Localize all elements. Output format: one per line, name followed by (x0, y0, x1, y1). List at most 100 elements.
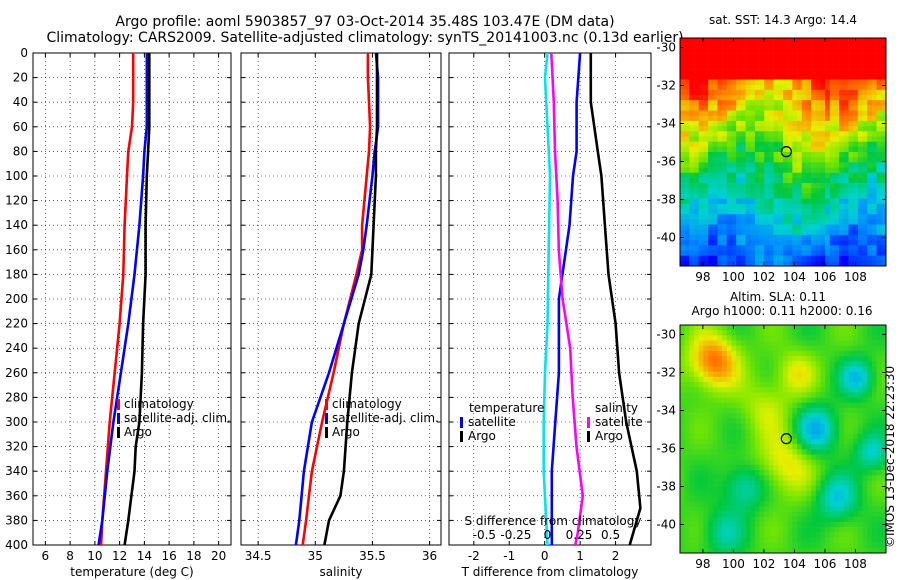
s-tick-label: -0.5 (473, 528, 496, 542)
legend-swatch (460, 431, 463, 442)
x-axis-label: temperature (deg C) (70, 565, 193, 579)
legend-title-temperature: temperature (469, 401, 544, 415)
depth-tick-label: 400 (5, 538, 28, 552)
lat-tick-label: -38 (656, 480, 676, 494)
legend-swatch (325, 427, 328, 438)
s-tick-label: 0 (544, 528, 552, 542)
title-line-2: Climatology: CARS2009. Satellite-adjuste… (46, 30, 683, 46)
argo-position-marker (780, 433, 792, 445)
x-tick-label: 10 (87, 549, 102, 563)
temperature-panel: 0 20 40 60 80 100 120 140 160 180 200 220 240 260 280 3… (5, 46, 232, 579)
legend-label: climatology (124, 397, 194, 411)
sst-map-title: sat. SST: 14.3 Argo: 14.4 (709, 13, 857, 27)
map-frame (679, 37, 887, 267)
depth-tick-label: 340 (5, 464, 28, 478)
x-tick-label: -1 (503, 549, 515, 563)
legend-label: Argo (468, 429, 496, 443)
sla-map-title-2: Argo h1000: 0.11 h2000: 0.16 (692, 304, 873, 318)
lon-tick-label: 98 (695, 270, 710, 284)
depth-tick-label: 60 (13, 120, 28, 134)
x-tick-label: 35 (308, 549, 323, 563)
legend-swatch (117, 413, 120, 424)
series-line-argo (123, 53, 151, 546)
s-tick-label: 0.5 (601, 528, 620, 542)
depth-tick-label: 100 (5, 169, 28, 183)
series-line-s-argo (542, 52, 552, 546)
legend-label: Argo (595, 429, 623, 443)
x-tick-label: 8 (66, 549, 74, 563)
x-tick-label: 16 (161, 549, 176, 563)
lon-tick-label: 102 (752, 557, 775, 571)
legend-label: satellite (468, 415, 516, 429)
sla-map-title-1: Altim. SLA: 0.11 (730, 290, 826, 304)
lat-tick-label: -36 (656, 442, 676, 456)
legend-label: climatology (332, 397, 402, 411)
lat-tick-label: -30 (656, 328, 676, 342)
lat-tick-label: -40 (656, 518, 676, 532)
s-tick-label: -0.25 (500, 528, 531, 542)
x-tick-label: 6 (42, 549, 50, 563)
legend-swatch (117, 399, 120, 410)
x-tick-label: 35.5 (359, 549, 386, 563)
lon-tick-label: 104 (783, 557, 806, 571)
legend-swatch (587, 431, 590, 442)
legend-swatch (587, 417, 590, 428)
salinity-panel: 34.5 35 35.5 36 salinity climatologysatellite… (240, 52, 442, 579)
series-line-argo (323, 53, 379, 546)
lat-tick-label: -38 (656, 193, 676, 207)
x-tick-label: 36 (422, 549, 437, 563)
x-tick-label: 18 (186, 549, 201, 563)
argo-position-marker (780, 146, 792, 158)
series-line-s-satellite (550, 52, 585, 546)
legend-title-salinity: salinity (595, 401, 638, 415)
lat-tick-label: -34 (656, 117, 676, 131)
legend-swatch (325, 399, 328, 410)
lat-tick-label: -32 (656, 366, 676, 380)
map-raster (680, 38, 887, 267)
lon-tick-label: 104 (783, 270, 806, 284)
depth-tick-label: 280 (5, 390, 28, 404)
x-tick-label: 1 (576, 549, 584, 563)
lon-tick-label: 102 (752, 270, 775, 284)
legend-label: satellite-adj. clim. (124, 411, 231, 425)
lon-tick-label: 106 (814, 270, 837, 284)
x-tick-label: 12 (112, 549, 127, 563)
depth-tick-label: 80 (13, 144, 28, 158)
depth-tick-label: 220 (5, 317, 28, 331)
depth-tick-label: 40 (13, 95, 28, 109)
sst-map: -30 -32 -34 -36 -38 -40 98 100 102 104 106 108 (656, 37, 887, 284)
depth-tick-label: 200 (5, 292, 28, 306)
lat-tick-label: -36 (656, 155, 676, 169)
map-raster (680, 325, 887, 554)
x-tick-label: 14 (137, 549, 152, 563)
depth-tick-label: 260 (5, 366, 28, 380)
legend-swatch (325, 413, 328, 424)
legend-label: Argo (332, 425, 360, 439)
series-line-t-satellite (550, 52, 582, 545)
depth-tick-label: 160 (5, 243, 28, 257)
map-frame (679, 324, 887, 554)
legend-swatch (460, 417, 463, 428)
title-line-1: Argo profile: aoml 5903857_97 03-Oct-201… (115, 14, 614, 30)
s-tick-label: 0.25 (566, 528, 593, 542)
legend-label: satellite (595, 415, 643, 429)
x-tick-label: 0 (541, 549, 549, 563)
lon-tick-label: 108 (844, 557, 867, 571)
s-axis-label: S difference from climatology (465, 514, 642, 528)
difference-panel: -2 -1 0 1 2 T difference from climatology S di… (448, 52, 652, 579)
lon-tick-label: 98 (695, 557, 710, 571)
lon-tick-label: 100 (722, 270, 745, 284)
depth-tick-label: 140 (5, 218, 28, 232)
depth-tick-label: 360 (5, 489, 28, 503)
legend-label: Argo (124, 425, 152, 439)
credit-text: ©IMOS 13-Dec-2018 22:23:30 (883, 366, 897, 548)
depth-tick-label: 380 (5, 513, 28, 527)
series-line-climatology (99, 53, 135, 546)
legend-label: satellite-adj. clim. (332, 411, 439, 425)
legend-swatch (117, 427, 120, 438)
x-tick-label: 2 (612, 549, 620, 563)
series-line-t-argo (589, 53, 642, 546)
lon-tick-label: 106 (814, 557, 837, 571)
depth-tick-label: 180 (5, 267, 28, 281)
